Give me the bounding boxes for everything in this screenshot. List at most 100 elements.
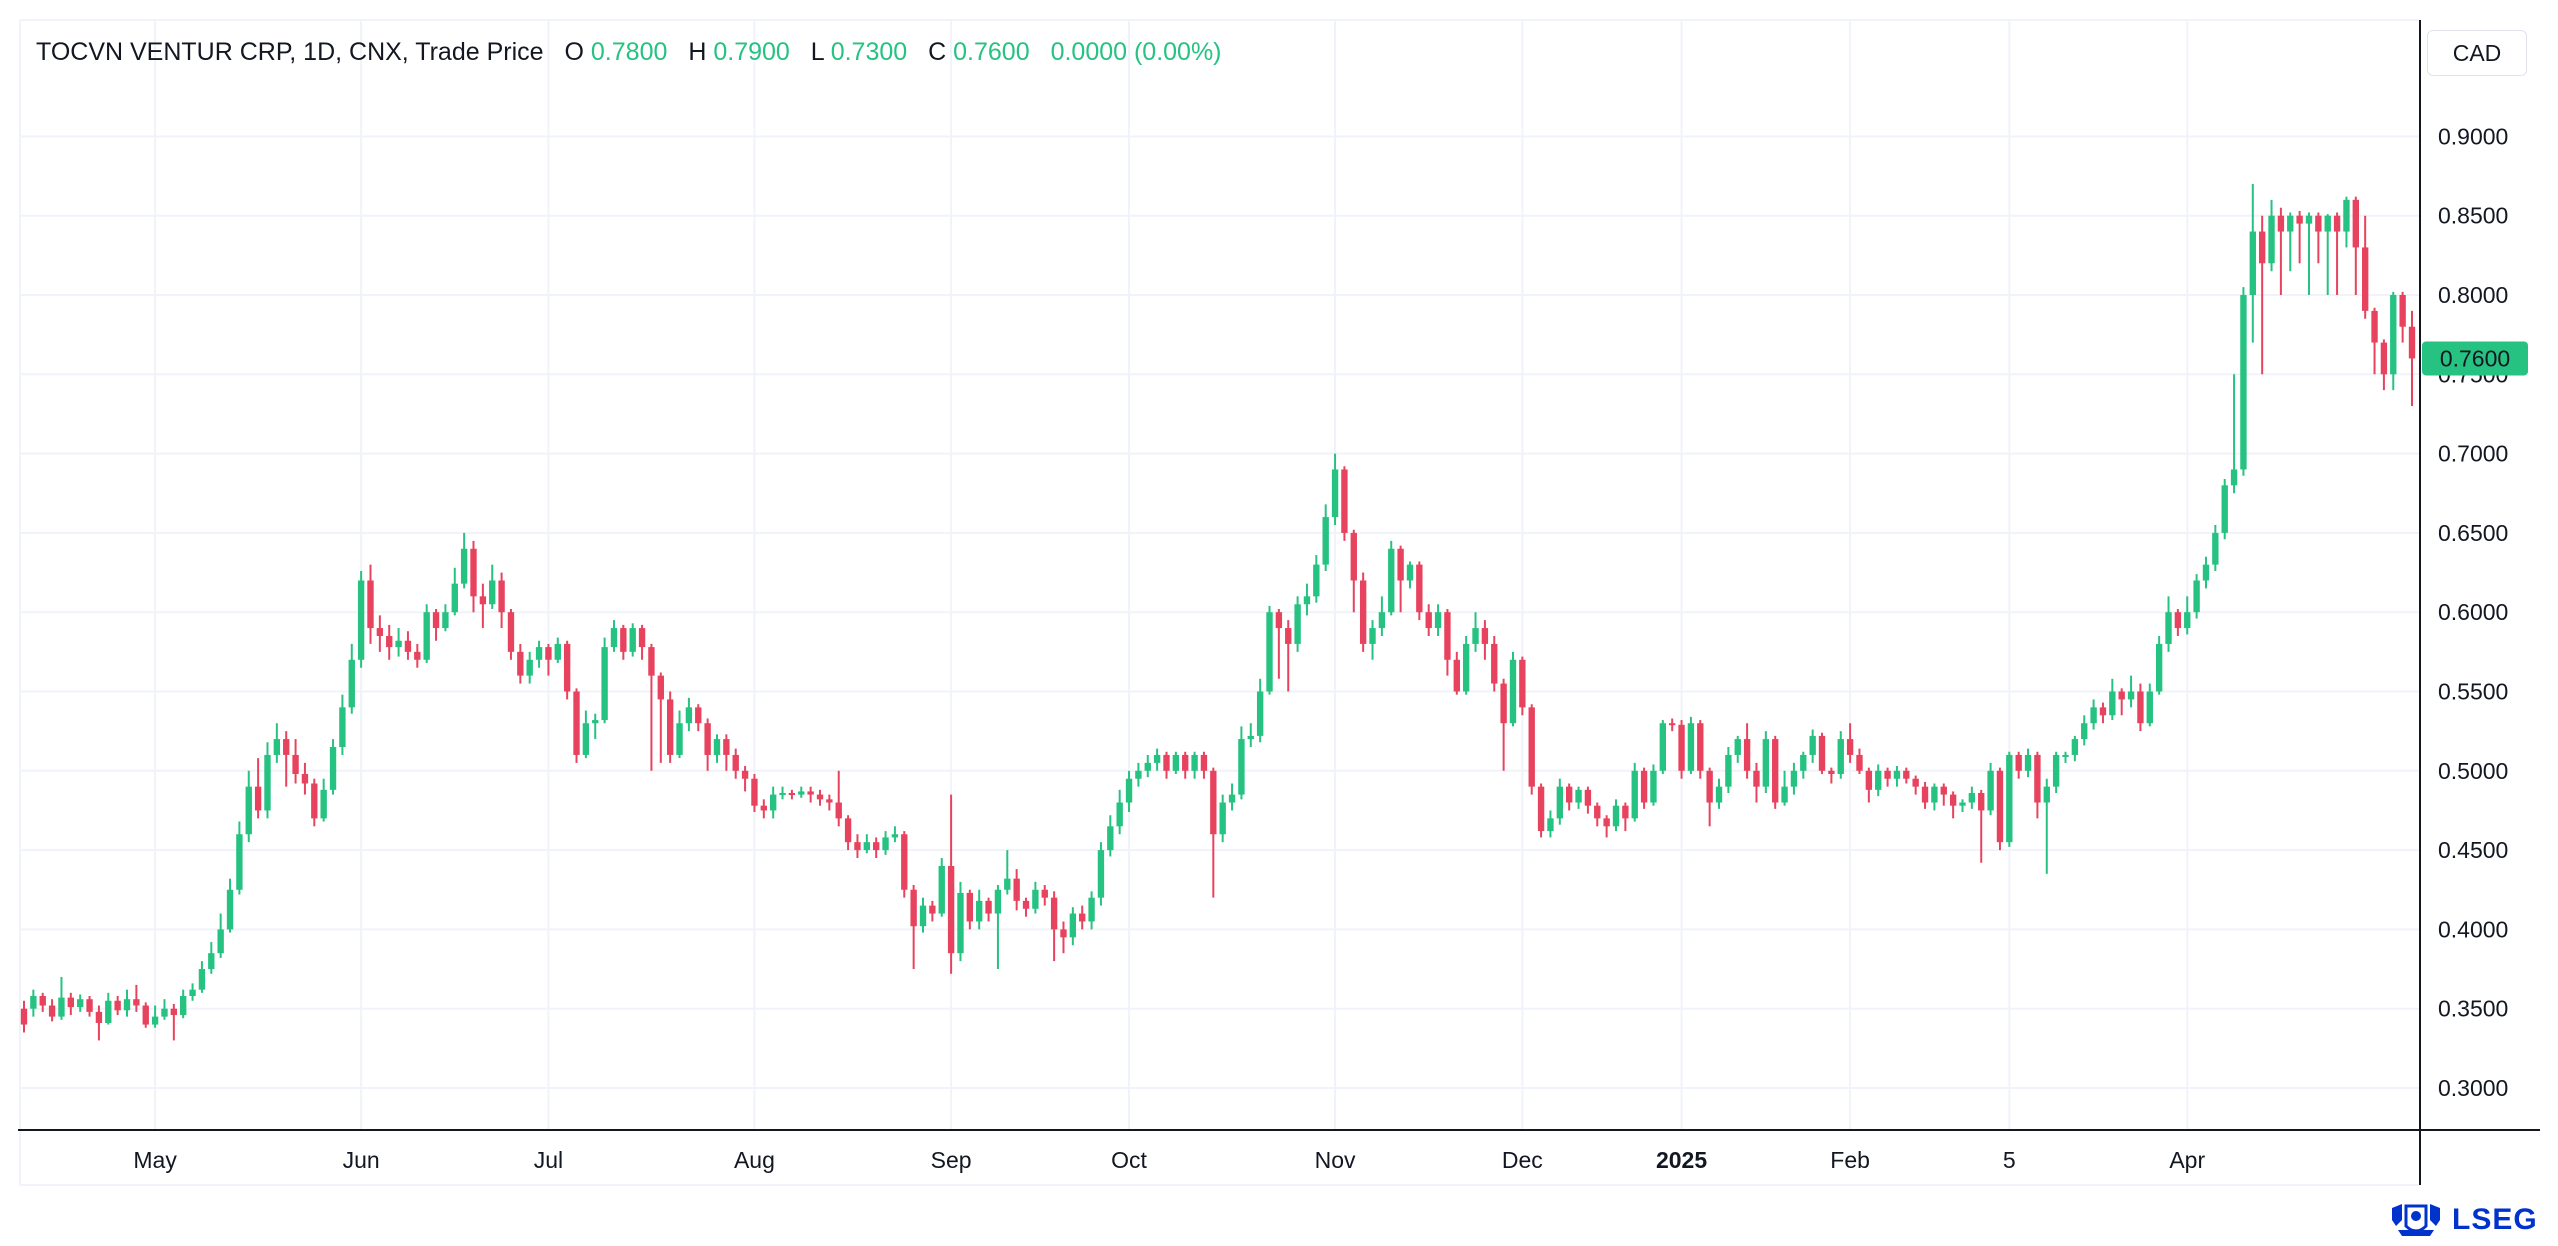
candle: [1856, 748, 1863, 774]
lseg-crest-icon: [2392, 1204, 2440, 1236]
candle-body: [1331, 469, 1339, 518]
candle-body: [854, 842, 861, 851]
candle: [1800, 751, 1807, 779]
candle: [535, 640, 543, 668]
candle: [1622, 802, 1629, 832]
candle-body: [929, 905, 936, 914]
candle-body: [2193, 580, 2200, 613]
candle-body: [535, 647, 543, 660]
candle-body: [489, 580, 496, 605]
candle-body: [2202, 564, 2210, 581]
candle: [254, 758, 262, 819]
candle: [1004, 850, 1011, 895]
candle-body: [760, 805, 767, 811]
y-tick-label: 0.6000: [2438, 599, 2508, 625]
candle: [891, 826, 899, 843]
candle: [976, 889, 983, 930]
svg-text:TOCVN VENTUR CRP, 1D, CNX, Tra: TOCVN VENTUR CRP, 1D, CNX, Trade Price O…: [36, 38, 1222, 66]
candle-body: [1669, 723, 1676, 726]
candle-body: [2081, 723, 2088, 740]
candle-body: [1004, 878, 1011, 890]
candle: [404, 631, 412, 660]
candle-body: [245, 786, 252, 835]
candle: [695, 704, 702, 732]
candle-body: [133, 999, 140, 1006]
candle: [2212, 524, 2219, 571]
candle: [86, 996, 93, 1017]
candle: [1650, 764, 1657, 806]
candle: [1669, 718, 1676, 732]
last-price-label: 0.7600: [2440, 345, 2510, 371]
candle-body: [1762, 739, 1770, 787]
candle: [648, 643, 655, 771]
candle-body: [86, 999, 93, 1012]
candle: [1135, 762, 1142, 787]
candle-body: [151, 1016, 159, 1025]
candle: [629, 623, 636, 657]
candle: [1893, 766, 1901, 787]
candle: [1219, 794, 1226, 843]
candle-body: [629, 628, 636, 652]
candle: [30, 989, 37, 1017]
candle: [20, 1000, 28, 1033]
candle-body: [1434, 612, 1442, 629]
candle: [1341, 466, 1348, 541]
candle: [236, 821, 243, 895]
candle: [2052, 751, 2060, 794]
x-tick-label: Feb: [1830, 1147, 1870, 1173]
candle: [1462, 635, 1470, 695]
candle-body: [273, 739, 281, 755]
candle: [573, 688, 580, 763]
candle-body: [1772, 739, 1779, 803]
candle-body: [976, 900, 983, 922]
candle: [77, 994, 84, 1012]
candle-body: [2034, 754, 2041, 803]
legend-low-label: L: [811, 38, 825, 66]
candle-body: [2052, 754, 2060, 787]
candle-body: [2155, 643, 2163, 692]
candle-body: [1968, 793, 1976, 803]
candle: [1172, 751, 1180, 774]
candle: [1846, 723, 1854, 763]
candle: [1228, 783, 1236, 811]
currency-selector[interactable]: CAD: [2427, 30, 2527, 76]
candle-body: [1996, 770, 2004, 843]
candle: [760, 799, 767, 819]
candle-body: [1425, 612, 1432, 629]
candle: [592, 713, 599, 740]
candle-body: [254, 786, 262, 811]
candle: [283, 731, 290, 787]
candle-body: [666, 699, 674, 755]
candle: [2324, 214, 2331, 295]
candle-body: [1884, 770, 1891, 779]
candle: [863, 834, 871, 854]
candle-body: [367, 580, 374, 629]
candle: [1753, 762, 1760, 803]
candle: [451, 567, 458, 616]
candle-body: [798, 791, 805, 795]
candle-body: [414, 651, 421, 660]
candle-body: [1369, 628, 1376, 644]
x-tick-label: Jul: [534, 1147, 563, 1173]
candle-body: [48, 1005, 56, 1017]
candle-body: [507, 612, 515, 652]
candle: [1884, 767, 1891, 787]
candle: [1987, 762, 1994, 816]
candle: [1865, 767, 1873, 803]
y-tick-label: 0.4500: [2438, 837, 2508, 863]
candle: [807, 786, 814, 803]
candle: [2137, 683, 2144, 732]
candle: [1509, 651, 1517, 727]
candle-body: [1978, 793, 1985, 811]
candle-body: [910, 889, 917, 927]
x-tick-label: 2025: [1656, 1147, 1707, 1173]
candle-body: [657, 675, 664, 700]
candle: [507, 609, 515, 660]
candle: [1931, 783, 1938, 811]
candle-body: [1266, 612, 1273, 692]
candle-body: [77, 999, 84, 1008]
candle: [1416, 561, 1423, 621]
last-price-marker: 0.7600: [2422, 341, 2528, 376]
candle-body: [2043, 786, 2050, 803]
candle: [704, 718, 711, 771]
